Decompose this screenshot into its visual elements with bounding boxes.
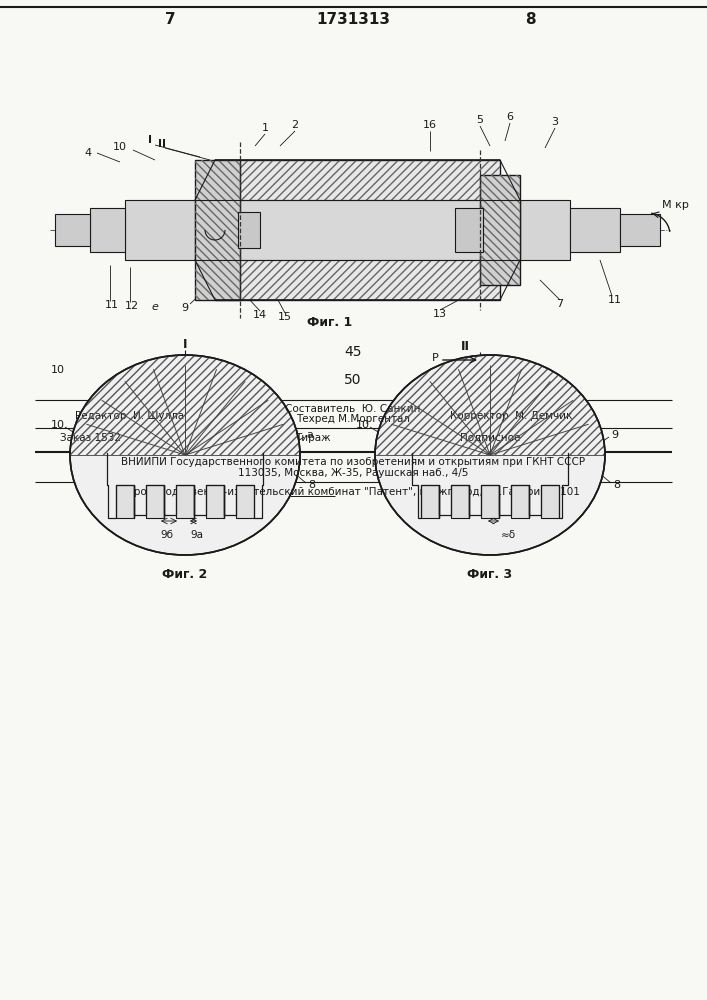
Text: Техред М.Моргентал: Техред М.Моргентал	[296, 414, 410, 424]
Text: 7: 7	[556, 299, 563, 309]
Bar	[116, 485, 134, 518]
Text: II: II	[460, 340, 469, 354]
Text: 50: 50	[344, 373, 362, 387]
Text: Подписное: Подписное	[460, 433, 520, 443]
Text: 4: 4	[84, 148, 92, 158]
Text: 9: 9	[182, 303, 189, 313]
Bar	[570, 208, 620, 252]
Text: Производственно-издательский комбинат "Патент", г. Ужгород, ул.Гагарина, 101: Производственно-издательский комбинат "П…	[126, 487, 580, 497]
Text: 10: 10	[113, 142, 127, 152]
Text: Составитель  Ю. Санкин: Составитель Ю. Санкин	[285, 404, 421, 414]
Text: 8: 8	[308, 480, 315, 490]
Text: 12: 12	[125, 301, 139, 311]
Bar	[206, 485, 224, 518]
Text: 15: 15	[278, 312, 292, 322]
Bar	[480, 175, 520, 285]
Bar	[215, 160, 500, 300]
Bar	[455, 208, 483, 252]
Bar	[146, 485, 164, 518]
Text: 10: 10	[51, 365, 65, 375]
Bar	[451, 485, 469, 518]
Bar	[511, 485, 529, 518]
Bar	[55, 214, 90, 246]
Text: I: I	[182, 338, 187, 352]
Text: ≈δ: ≈δ	[501, 530, 515, 540]
Text: 9а: 9а	[190, 530, 204, 540]
Bar	[236, 485, 254, 518]
Bar	[195, 160, 240, 300]
Text: 9: 9	[612, 430, 619, 440]
Text: 13: 13	[433, 309, 447, 319]
Text: Фиг. 2: Фиг. 2	[163, 568, 208, 582]
Text: Фиг. 3: Фиг. 3	[467, 568, 513, 582]
Text: 9б: 9б	[160, 530, 173, 540]
Text: 11: 11	[608, 295, 622, 305]
Bar	[481, 485, 499, 518]
Bar	[195, 200, 520, 260]
Bar	[215, 160, 500, 300]
Ellipse shape	[70, 355, 300, 555]
Text: 11: 11	[105, 300, 119, 310]
Text: 8: 8	[614, 480, 621, 490]
Ellipse shape	[375, 355, 605, 555]
Text: Тираж: Тираж	[295, 433, 331, 443]
Bar	[480, 175, 520, 285]
Text: 6: 6	[506, 112, 513, 122]
Text: I: I	[148, 135, 152, 145]
Bar	[520, 200, 570, 260]
Text: 8: 8	[525, 12, 535, 27]
Bar	[125, 200, 195, 260]
Bar	[176, 485, 194, 518]
Text: 10: 10	[51, 420, 65, 430]
Text: 2: 2	[291, 120, 298, 130]
Bar	[195, 160, 240, 300]
Text: М кр: М кр	[662, 200, 689, 210]
Text: Заказ 1532: Заказ 1532	[60, 433, 121, 443]
Text: Фиг. 1: Фиг. 1	[308, 316, 353, 328]
Text: 1731313: 1731313	[316, 12, 390, 27]
Text: 7: 7	[165, 12, 175, 27]
Text: 113035, Москва, Ж-35, Раушская наб., 4/5: 113035, Москва, Ж-35, Раушская наб., 4/5	[238, 468, 468, 478]
Bar	[620, 214, 660, 246]
Text: 3: 3	[551, 117, 559, 127]
Bar	[541, 485, 559, 518]
Text: 10: 10	[356, 420, 370, 430]
Text: 16: 16	[423, 120, 437, 130]
Text: 5: 5	[477, 115, 484, 125]
Text: e: e	[151, 302, 158, 312]
Text: P: P	[432, 353, 438, 363]
Text: 1: 1	[262, 123, 269, 133]
Text: 45: 45	[344, 345, 362, 359]
Bar	[238, 212, 260, 248]
Text: II: II	[158, 139, 166, 149]
Bar	[421, 485, 439, 518]
Text: 14: 14	[253, 310, 267, 320]
Text: ВНИИПИ Государственного комитета по изобретениям и открытиям при ГКНТ СССР: ВНИИПИ Государственного комитета по изоб…	[121, 457, 585, 467]
Bar	[90, 208, 125, 252]
Text: a: a	[307, 430, 313, 440]
Text: Редактор  И. Шулла: Редактор И. Шулла	[75, 411, 184, 421]
Text: Корректор  М. Демчик: Корректор М. Демчик	[450, 411, 573, 421]
